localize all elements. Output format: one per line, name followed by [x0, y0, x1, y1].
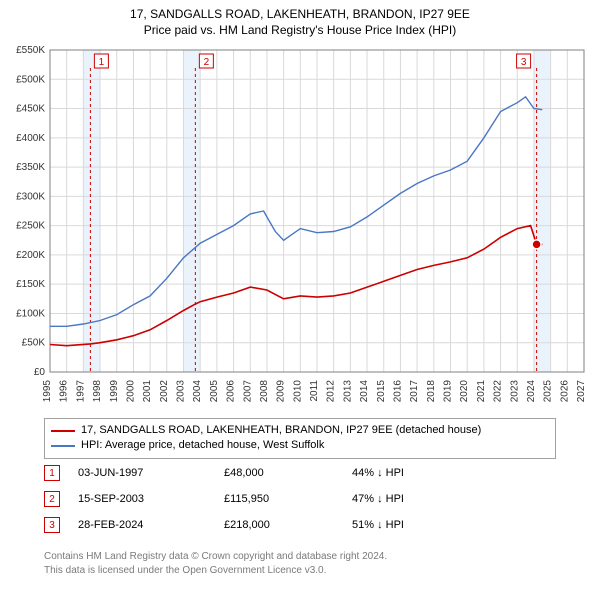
svg-text:2022: 2022: [493, 380, 504, 403]
svg-text:£200K: £200K: [16, 250, 45, 261]
sale-point-row: 2 15-SEP-2003 £115,950 47% ↓ HPI: [44, 486, 556, 512]
attribution: Contains HM Land Registry data © Crown c…: [44, 550, 556, 577]
svg-text:2027: 2027: [576, 380, 587, 403]
sale-points-table: 1 03-JUN-1997 £48,000 44% ↓ HPI 2 15-SEP-2003…: [44, 460, 556, 538]
svg-text:2002: 2002: [159, 380, 170, 403]
legend-swatch-hpi: [51, 445, 75, 447]
svg-text:2012: 2012: [326, 380, 337, 403]
sale-price: £48,000: [224, 467, 334, 479]
svg-text:2026: 2026: [559, 380, 570, 403]
svg-text:1995: 1995: [42, 380, 53, 403]
svg-text:2001: 2001: [142, 380, 153, 403]
svg-text:£250K: £250K: [16, 221, 45, 232]
svg-text:2021: 2021: [476, 380, 487, 403]
marker-badge: 2: [44, 491, 60, 507]
svg-text:£50K: £50K: [22, 338, 46, 349]
svg-text:2013: 2013: [342, 380, 353, 403]
svg-text:1997: 1997: [75, 380, 86, 403]
legend-label-property: 17, SANDGALLS ROAD, LAKENHEATH, BRANDON,…: [81, 423, 481, 438]
price-chart: £0 £50K £100K £150K £200K £250K £300K £350K £400…: [8, 44, 592, 410]
svg-text:£0: £0: [34, 367, 46, 378]
svg-text:2010: 2010: [292, 380, 303, 403]
svg-text:£500K: £500K: [16, 74, 45, 85]
marker-badge: 1: [44, 465, 60, 481]
attribution-line1: Contains HM Land Registry data © Crown c…: [44, 550, 556, 564]
svg-text:2003: 2003: [176, 380, 187, 403]
chart-title-block: 17, SANDGALLS ROAD, LAKENHEATH, BRANDON,…: [0, 0, 600, 38]
svg-text:2004: 2004: [192, 380, 203, 403]
sale-vs-hpi: 44% ↓ HPI: [352, 467, 452, 479]
svg-text:£100K: £100K: [16, 308, 45, 319]
svg-text:3: 3: [521, 57, 527, 68]
sale-price: £115,950: [224, 493, 334, 505]
svg-text:£150K: £150K: [16, 279, 45, 290]
legend-label-hpi: HPI: Average price, detached house, West…: [81, 438, 324, 453]
sale-point-row: 3 28-FEB-2024 £218,000 51% ↓ HPI: [44, 512, 556, 538]
sale-point-row: 1 03-JUN-1997 £48,000 44% ↓ HPI: [44, 460, 556, 486]
svg-text:2017: 2017: [409, 380, 420, 403]
svg-text:2011: 2011: [309, 380, 320, 402]
sale-date: 28-FEB-2024: [78, 519, 206, 531]
sale-date: 15-SEP-2003: [78, 493, 206, 505]
svg-text:2008: 2008: [259, 380, 270, 403]
svg-text:2007: 2007: [242, 380, 253, 403]
svg-text:1999: 1999: [109, 380, 120, 403]
svg-text:2: 2: [204, 57, 210, 68]
sale-vs-hpi: 51% ↓ HPI: [352, 519, 452, 531]
svg-text:2000: 2000: [125, 380, 136, 403]
svg-text:£350K: £350K: [16, 162, 45, 173]
svg-text:2014: 2014: [359, 380, 370, 403]
svg-text:2023: 2023: [509, 380, 520, 403]
sale-date: 03-JUN-1997: [78, 467, 206, 479]
svg-text:2024: 2024: [526, 380, 537, 403]
sale-vs-hpi: 47% ↓ HPI: [352, 493, 452, 505]
title-subtitle: Price paid vs. HM Land Registry's House …: [0, 22, 600, 38]
svg-text:2019: 2019: [443, 380, 454, 403]
svg-text:2006: 2006: [226, 380, 237, 403]
svg-text:2009: 2009: [276, 380, 287, 403]
svg-text:£300K: £300K: [16, 191, 45, 202]
marker-badge: 3: [44, 517, 60, 533]
svg-text:1996: 1996: [59, 380, 70, 403]
legend-row-hpi: HPI: Average price, detached house, West…: [51, 438, 549, 453]
legend: 17, SANDGALLS ROAD, LAKENHEATH, BRANDON,…: [44, 418, 556, 459]
attribution-line2: This data is licensed under the Open Gov…: [44, 564, 556, 578]
svg-text:1: 1: [99, 57, 105, 68]
title-address: 17, SANDGALLS ROAD, LAKENHEATH, BRANDON,…: [0, 6, 600, 22]
svg-text:£400K: £400K: [16, 133, 45, 144]
svg-text:2016: 2016: [392, 380, 403, 403]
svg-text:2005: 2005: [209, 380, 220, 403]
svg-text:2015: 2015: [376, 380, 387, 403]
svg-text:2020: 2020: [459, 380, 470, 403]
sale-price: £218,000: [224, 519, 334, 531]
svg-text:2025: 2025: [543, 380, 554, 403]
svg-text:£550K: £550K: [16, 45, 45, 56]
svg-text:1998: 1998: [92, 380, 103, 403]
legend-row-property: 17, SANDGALLS ROAD, LAKENHEATH, BRANDON,…: [51, 423, 549, 438]
svg-text:£450K: £450K: [16, 104, 45, 115]
svg-text:2018: 2018: [426, 380, 437, 403]
legend-swatch-property: [51, 430, 75, 432]
